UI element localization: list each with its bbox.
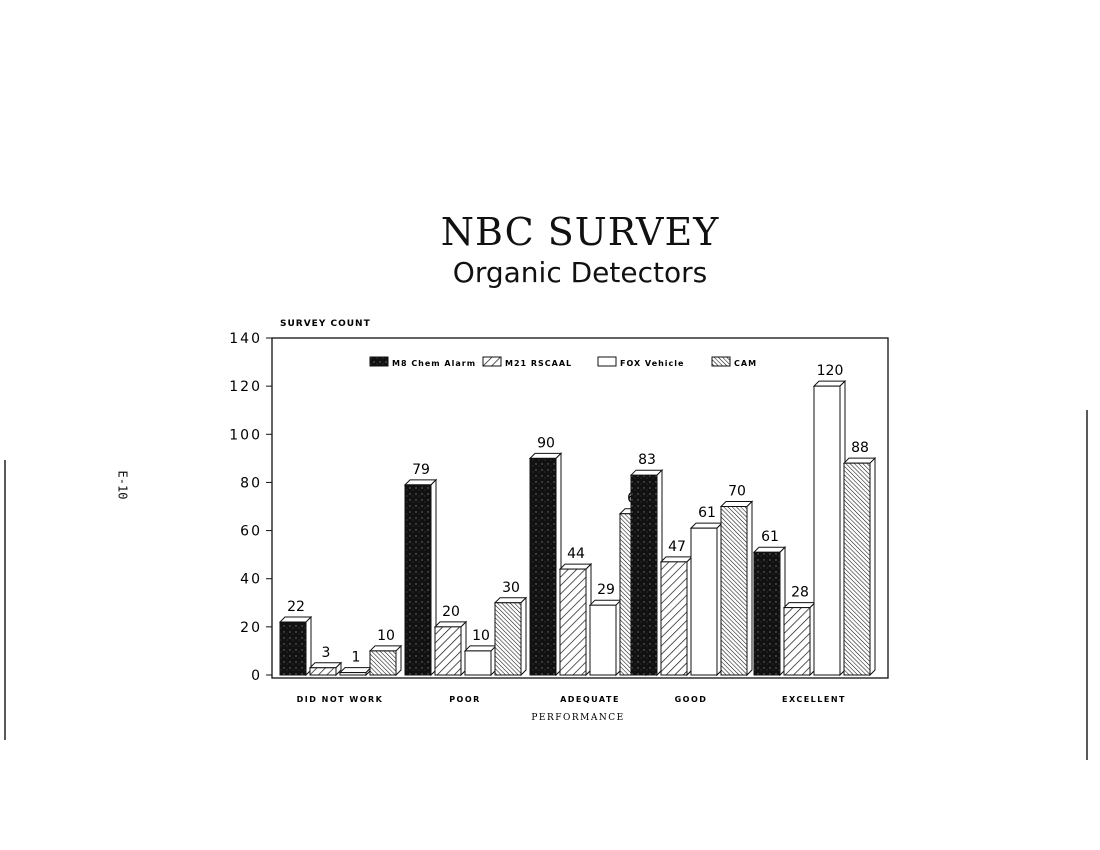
bar <box>493 596 528 677</box>
y-tick-label: 120 <box>229 379 262 395</box>
x-axis-label: PERFORMANCE <box>531 713 624 723</box>
bar <box>719 500 754 677</box>
bar <box>278 615 313 677</box>
x-tick-label: GOOD <box>675 695 708 704</box>
bar <box>752 546 787 677</box>
y-tick-label: 80 <box>240 475 262 491</box>
bar <box>689 521 724 677</box>
legend-label: CAM <box>734 359 757 368</box>
legend-swatch <box>597 356 617 367</box>
data-label: 83 <box>638 452 656 468</box>
legend-swatch <box>369 356 389 367</box>
data-label: 90 <box>537 435 555 451</box>
data-label: 22 <box>287 599 305 615</box>
plot-frame <box>271 337 889 679</box>
bar <box>368 644 403 677</box>
chart-title: NBC SURVEY <box>440 210 720 254</box>
data-label: 61 <box>698 505 716 521</box>
data-label: 88 <box>851 440 869 456</box>
bar <box>528 452 563 677</box>
y-tick-label: 0 <box>251 668 262 684</box>
bar <box>659 555 694 677</box>
data-label: 30 <box>502 580 520 596</box>
bar <box>558 562 593 677</box>
legend-item: CAM <box>711 356 757 368</box>
x-tick-label: ADEQUATE <box>560 695 620 704</box>
data-label: 44 <box>567 546 585 562</box>
data-label: 1 <box>352 650 361 666</box>
bar <box>403 478 438 677</box>
legend-label: M21 RSCAAL <box>505 359 572 368</box>
bar <box>812 379 847 677</box>
y-tick-label: 40 <box>240 572 262 588</box>
data-label: 10 <box>377 628 395 644</box>
bar <box>433 620 468 677</box>
data-label: 79 <box>412 462 430 478</box>
bar <box>463 644 498 677</box>
x-tick-label: DID NOT WORK <box>297 695 384 704</box>
y-axis-label: SURVEY COUNT <box>280 319 371 329</box>
y-tick-label: 100 <box>229 427 262 443</box>
y-tick-label: 140 <box>229 331 262 347</box>
y-tick-label: 60 <box>240 524 262 540</box>
bar <box>782 601 817 677</box>
chart-subtitle: Organic Detectors <box>452 256 708 289</box>
data-label: 61 <box>761 529 779 545</box>
data-label: 47 <box>668 539 686 555</box>
legend-item: FOX Vehicle <box>597 356 684 368</box>
data-label: 20 <box>442 604 460 620</box>
bar <box>629 468 664 677</box>
legend-swatch <box>482 356 502 367</box>
data-label: 3 <box>322 645 331 661</box>
data-label: 28 <box>791 585 809 601</box>
legend-swatch <box>711 356 731 367</box>
data-label: 120 <box>817 363 844 379</box>
data-label: 29 <box>597 582 615 598</box>
bar <box>842 456 877 677</box>
x-tick-label: POOR <box>449 695 481 704</box>
x-tick-label: EXCELLENT <box>782 695 846 704</box>
legend-item: M21 RSCAAL <box>482 356 572 368</box>
data-label: 10 <box>472 628 490 644</box>
legend-label: FOX Vehicle <box>620 359 684 368</box>
legend-label: M8 Chem Alarm <box>392 359 476 368</box>
data-label: 70 <box>728 484 746 500</box>
y-tick-label: 20 <box>240 620 262 636</box>
legend-item: M8 Chem Alarm <box>369 356 476 368</box>
bar <box>588 598 623 677</box>
bar <box>308 661 343 677</box>
bar <box>338 666 373 677</box>
